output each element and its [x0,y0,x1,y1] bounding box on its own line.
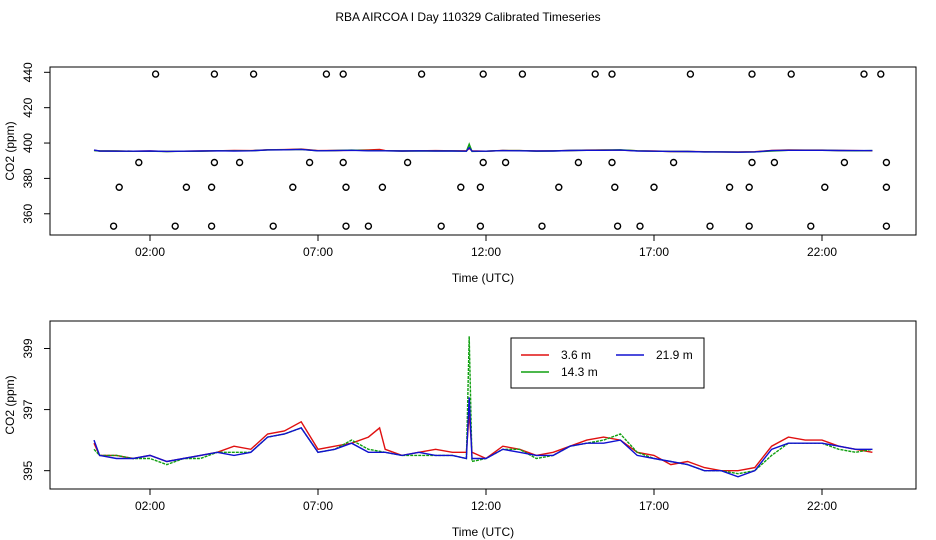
y-tick-label: 400 [21,133,35,153]
calibration-point [210,70,219,78]
calibration-point [135,158,143,167]
plot-frame [49,66,917,236]
calibration-point [207,183,216,191]
calibration-point [339,70,347,78]
calibration-point [171,222,179,230]
calibration-point [608,158,616,167]
calibration-point [608,70,616,78]
calibration-point [378,183,387,191]
calibration-point [437,222,445,230]
calibration-point [706,222,714,230]
x-tick-label: 12:00 [471,499,501,513]
calibration-point [210,158,219,167]
top-panel: 02:00 07:00 12:00 17:00 22:00 Time (UTC) 360 38… [3,62,917,285]
calibration-point [151,70,160,78]
calibration-point [305,158,314,167]
calibration-point [748,158,756,167]
x-tick-label: 02:00 [135,499,165,513]
calibration-point [364,222,373,230]
calibration-point [860,70,868,78]
calibration-point [807,222,815,230]
calibration-point [882,222,891,230]
legend-label: 21.9 m [656,348,693,362]
calibration-point [555,183,563,191]
figure-title: RBA AIRCOA I Day 110329 Calibrated Times… [335,10,600,24]
y-tick-label: 360 [21,203,35,223]
x-tick-label: 07:00 [303,499,333,513]
x-axis-label: Time (UTC) [452,525,514,539]
x-tick-label: 22:00 [807,499,837,513]
x-tick-label: 22:00 [807,245,837,259]
calibration-point [115,183,123,191]
legend-box [510,337,705,389]
calibration-point [501,158,510,167]
y-axis-label: CO2 (ppm) [3,375,17,434]
calibration-point [235,158,244,167]
legend-label: 3.6 m [561,348,591,362]
calibration-point [476,222,485,230]
calibration-point [249,70,258,78]
x-tick-label: 17:00 [639,245,669,259]
calibration-point [745,222,753,230]
y-tick-label: 399 [21,338,35,358]
calibration-point [476,183,485,191]
x-axis-label: Time (UTC) [452,271,514,285]
calibration-point [611,183,619,191]
calibration-point [342,222,350,230]
calibration-point [650,183,658,191]
plot-frame [49,320,917,490]
calibration-point [182,183,191,191]
calibration-point [669,158,678,167]
calibration-point [207,222,216,230]
calibration-point [821,183,829,191]
x-tick-label: 17:00 [639,499,669,513]
calibration-point [269,222,277,230]
series-line-21.9m [93,397,873,478]
y-axis-label: CO2 (ppm) [3,121,17,180]
y-tick-label: 397 [21,399,35,419]
calibration-point [339,158,347,167]
series-line-21.9m [93,146,873,153]
calibration-point [745,183,753,191]
calibration-point [591,70,599,78]
calibration-point [479,70,487,78]
calibration-point [403,158,412,167]
calibration-point [882,158,891,167]
calibration-point [877,70,885,78]
calibration-point [882,183,891,191]
y-tick-label: 395 [21,460,35,480]
bottom-panel: 02:00 07:00 12:00 17:00 22:00 Time (UTC) 395 39… [3,320,917,539]
calibration-point [342,183,350,191]
calibration-point [417,70,426,78]
calibration-point [748,70,756,78]
legend-label: 14.3 m [561,365,598,379]
calibration-point [725,183,734,191]
x-tick-label: 02:00 [135,245,165,259]
y-tick-label: 440 [21,62,35,82]
calibration-point [787,70,795,78]
calibration-point [613,222,622,230]
calibration-point [518,70,527,78]
y-tick-label: 380 [21,168,35,188]
legend: 3.6 m 21.9 m 14.3 m [510,337,705,389]
y-tick-label: 420 [21,97,35,117]
calibration-point [289,183,297,191]
calibration-point [686,70,695,78]
calibration-point [322,70,331,78]
calibration-point [538,222,546,230]
calibration-point [457,183,465,191]
x-tick-label: 07:00 [303,245,333,259]
calibration-point [574,158,583,167]
x-tick-label: 12:00 [471,245,501,259]
calibration-point [770,158,779,167]
calibration-point [840,158,849,167]
calibration-point [636,222,644,230]
calibration-point [479,158,487,167]
calibration-point [109,222,118,230]
series-line-3.6m [93,412,873,472]
